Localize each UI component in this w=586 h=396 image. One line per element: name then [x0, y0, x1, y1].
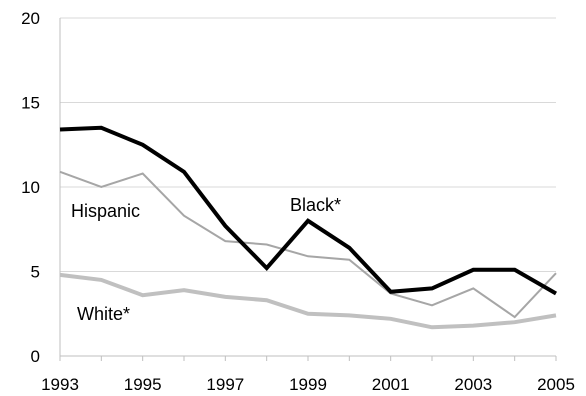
x-tick-label-2005: 2005	[537, 375, 575, 394]
tick-labels: 0 5 10 15 20 1993 1995 1997 1999 2001 2003 2005	[21, 9, 575, 394]
axes	[59, 18, 557, 361]
series-line-black	[59, 125, 557, 296]
y-tick-label-15: 15	[21, 94, 40, 113]
y-tick-label-10: 10	[21, 178, 40, 197]
series-label-white: White*	[77, 304, 130, 324]
y-tick-label-0: 0	[31, 347, 40, 366]
x-tick-label-1997: 1997	[206, 375, 244, 394]
x-tick-label-1993: 1993	[41, 375, 79, 394]
y-tick-label-5: 5	[31, 263, 40, 282]
series-label-hispanic: Hispanic	[71, 201, 140, 221]
series-line-white	[59, 272, 557, 330]
series-label-black: Black*	[290, 195, 341, 215]
series-lines	[59, 125, 557, 330]
gridlines	[60, 17, 556, 272]
x-tick-label-1995: 1995	[124, 375, 162, 394]
series-line-hispanic	[59, 170, 557, 319]
x-tick-label-2003: 2003	[454, 375, 492, 394]
x-tick-label-1999: 1999	[289, 375, 327, 394]
y-tick-label-20: 20	[21, 9, 40, 28]
x-tick-label-2001: 2001	[372, 375, 410, 394]
